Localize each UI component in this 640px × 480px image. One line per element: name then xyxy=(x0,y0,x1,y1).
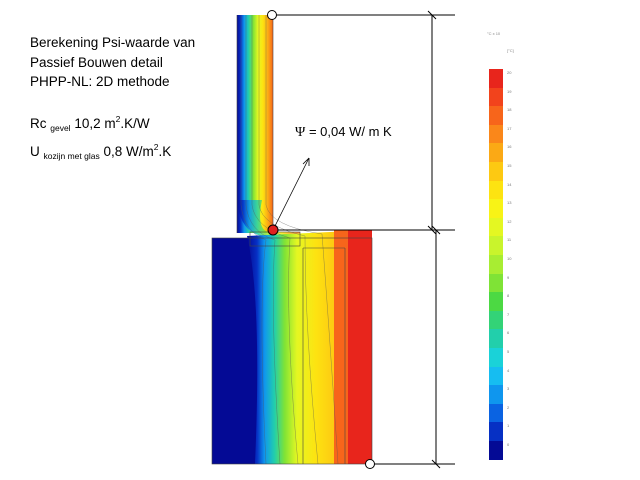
calculation-notes: Berekening Psi-waarde van Passief Bouwen… xyxy=(30,33,195,167)
upper-wall-temperature-field xyxy=(237,15,273,233)
legend-swatch xyxy=(489,180,503,200)
rc-unit: .K/W xyxy=(120,115,150,131)
rc-value: 10,2 m xyxy=(70,115,116,131)
legend-swatch xyxy=(489,69,503,89)
legend-tick-label: 15 xyxy=(507,163,512,168)
legend-swatch xyxy=(489,366,503,386)
rc-superscript: 2 xyxy=(115,113,121,124)
legend-tick-label: 11 xyxy=(507,237,512,243)
legend-tick-label: 16 xyxy=(507,144,512,150)
notes-line-detail: Passief Bouwen detail xyxy=(30,54,163,70)
notes-line-title: Berekening Psi-waarde van xyxy=(30,35,196,50)
notes-rc-line: Rc gevel 10,2 m2.K/W xyxy=(30,110,195,139)
legend-tick-label: 2 xyxy=(507,404,510,410)
u-unit: .K xyxy=(158,144,172,159)
rc-subscript: gevel xyxy=(50,122,71,133)
legend-swatch xyxy=(489,255,503,275)
isotherm-lines xyxy=(240,15,339,465)
warm-gradient-band xyxy=(334,230,348,464)
legend-swatch xyxy=(489,236,503,256)
legend-tick-label: 13 xyxy=(507,200,512,206)
legend-swatch xyxy=(489,106,503,126)
legend-tick-label: 12 xyxy=(507,218,512,224)
legend-swatch xyxy=(489,162,503,182)
u-subscript: kozijn met glas xyxy=(43,151,100,161)
psi-value-label: Ψ = 0,04 W/ m K xyxy=(295,124,392,141)
legend-swatch xyxy=(489,348,503,368)
u-label: U xyxy=(30,144,44,159)
legend-swatch xyxy=(489,143,503,163)
top-reference-point xyxy=(267,10,277,20)
legend-swatch xyxy=(489,422,503,442)
legend-tick-label: 9 xyxy=(507,274,510,280)
u-value: 0,8 W/m xyxy=(99,144,154,159)
legend-swatch xyxy=(489,310,503,330)
legend-swatch xyxy=(489,217,503,237)
legend-tick-label: 10 xyxy=(507,256,512,261)
legend-tick-label: 6 xyxy=(507,330,510,336)
legend-swatch xyxy=(489,273,503,293)
legend-header-unit: [°C] xyxy=(507,48,514,53)
legend-swatch xyxy=(489,124,503,144)
legend-tick-label: 3 xyxy=(507,386,510,392)
psi-pointer-arrowhead xyxy=(302,157,310,166)
legend-swatch xyxy=(489,199,503,219)
bottom-reference-point xyxy=(365,459,375,469)
legend-swatch xyxy=(489,441,503,461)
legend-swatch xyxy=(489,403,503,423)
legend-tick-label: 7 xyxy=(507,311,510,317)
u-superscript: 2 xyxy=(153,142,159,152)
rc-label: Rc xyxy=(30,115,51,131)
notes-line-method: PHPP-NL: 2D methode xyxy=(30,74,170,89)
legend-tick-label: 5 xyxy=(507,349,510,354)
legend-tick-label: 0 xyxy=(507,442,510,447)
legend-tick-label: 4 xyxy=(507,367,510,373)
legend-swatch xyxy=(489,87,503,107)
legend-swatch xyxy=(489,292,503,312)
psi-symbol: Ψ xyxy=(295,125,306,140)
psi-pointer-line xyxy=(272,157,310,231)
legend-tick-label: 17 xyxy=(507,125,512,131)
construction-outlines xyxy=(211,15,373,465)
warm-interior-edge xyxy=(346,230,372,464)
legend-swatch xyxy=(489,329,503,349)
psi-value: = 0,04 W/ m K xyxy=(305,124,392,139)
legend-tick-label: 19 xyxy=(507,88,512,94)
legend-tick-label: 20 xyxy=(507,70,512,75)
legend-header-top: °C x 10 xyxy=(487,31,501,36)
psi-reference-point xyxy=(267,224,279,236)
notes-u-line: U kozijn met glas 0,8 W/m2.K xyxy=(30,138,195,167)
legend-tick-label: 14 xyxy=(507,181,512,187)
legend-tick-label: 18 xyxy=(507,107,512,113)
legend-tick-label: 1 xyxy=(507,423,510,429)
temperature-legend: °C x 10 [°C] 20 19 18 17 16 15 14 13 12 11 10 9 8 7 6 5… xyxy=(480,28,520,461)
dimension-lines xyxy=(273,10,455,469)
legend-swatch xyxy=(489,385,503,405)
legend-tick-label: 8 xyxy=(507,293,510,299)
